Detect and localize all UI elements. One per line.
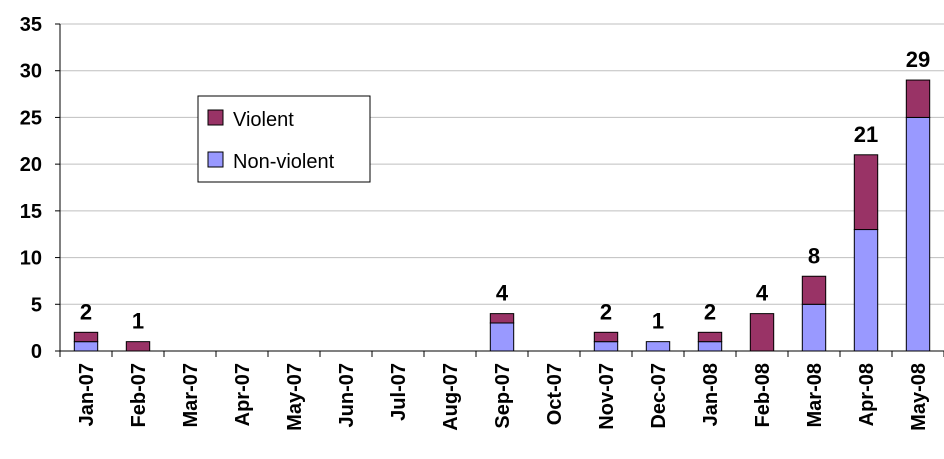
x-tick-label: May-07 xyxy=(284,363,306,431)
x-tick-label: Feb-08 xyxy=(752,363,774,427)
x-tick-label: Jan-07 xyxy=(76,363,98,426)
x-tick-label: Mar-08 xyxy=(804,363,826,427)
data-label: 2 xyxy=(80,299,92,324)
data-label: 29 xyxy=(906,47,930,72)
x-tick-label: Jun-07 xyxy=(336,363,358,427)
y-tick-label: 35 xyxy=(20,14,42,36)
x-tick-label: May-08 xyxy=(908,363,930,431)
y-tick-label: 10 xyxy=(20,248,42,270)
bar-segment-violent xyxy=(125,341,151,352)
data-label: 1 xyxy=(132,309,144,334)
legend-swatch-non-violent xyxy=(207,151,224,168)
bar-segment-non-violent xyxy=(489,322,515,352)
legend: Violent Non-violent xyxy=(197,95,371,183)
x-tick-label: Oct-07 xyxy=(544,363,566,425)
bar-segment-violent xyxy=(73,331,99,343)
x-tick-label: Apr-07 xyxy=(232,363,254,426)
legend-label-violent: Violent xyxy=(233,109,294,131)
y-tick-label: 25 xyxy=(20,107,42,129)
data-label: 8 xyxy=(808,243,820,268)
data-label: 2 xyxy=(704,299,716,324)
y-tick-label: 0 xyxy=(31,341,42,363)
x-tick-label: Mar-07 xyxy=(180,363,202,427)
y-tick-label: 15 xyxy=(20,201,42,223)
bar-segment-violent xyxy=(489,313,515,324)
legend-swatch-violent xyxy=(207,109,224,126)
data-label: 1 xyxy=(652,309,664,334)
bar-segment-non-violent xyxy=(593,341,619,352)
x-tick-label: Feb-07 xyxy=(128,363,150,427)
x-tick-label: Nov-07 xyxy=(596,363,618,430)
axes xyxy=(55,23,944,357)
data-label: 21 xyxy=(854,122,878,147)
bar-segment-non-violent xyxy=(645,341,671,352)
y-tick-label: 30 xyxy=(20,61,42,83)
y-tick-label: 5 xyxy=(31,294,42,316)
data-label: 4 xyxy=(756,281,769,306)
legend-label-non-violent: Non-violent xyxy=(233,151,335,173)
x-tick-label: Sep-07 xyxy=(492,363,514,429)
x-tick-label: Dec-07 xyxy=(648,363,670,429)
bar-segment-non-violent xyxy=(697,341,723,352)
x-tick-label: Apr-08 xyxy=(856,363,878,426)
x-tick-label: Jul-07 xyxy=(388,363,410,421)
bar-segment-non-violent xyxy=(801,303,827,352)
y-tick-labels: 0 5 10 15 20 25 30 35 xyxy=(20,14,42,363)
legend-box xyxy=(197,95,371,183)
bar-segment-non-violent xyxy=(853,229,879,352)
x-tick-label: Jan-08 xyxy=(700,363,722,426)
bar-segment-violent xyxy=(801,275,827,305)
data-label: 2 xyxy=(600,299,612,324)
bar-segment-non-violent xyxy=(905,116,931,352)
bar-segment-violent xyxy=(749,313,775,352)
x-tick-labels: Jan-07 Feb-07 Mar-07 Apr-07 May-07 Jun-07 Jul-… xyxy=(76,363,930,431)
bars xyxy=(73,79,931,352)
bar-segment-violent xyxy=(853,154,879,231)
bar-segment-non-violent xyxy=(73,341,99,352)
bar-segment-violent xyxy=(593,331,619,343)
x-tick-label: Aug-07 xyxy=(440,363,462,431)
bar-segment-violent xyxy=(697,331,723,343)
bar-segment-violent xyxy=(905,79,931,118)
y-tick-label: 20 xyxy=(20,154,42,176)
data-label: 4 xyxy=(496,281,509,306)
